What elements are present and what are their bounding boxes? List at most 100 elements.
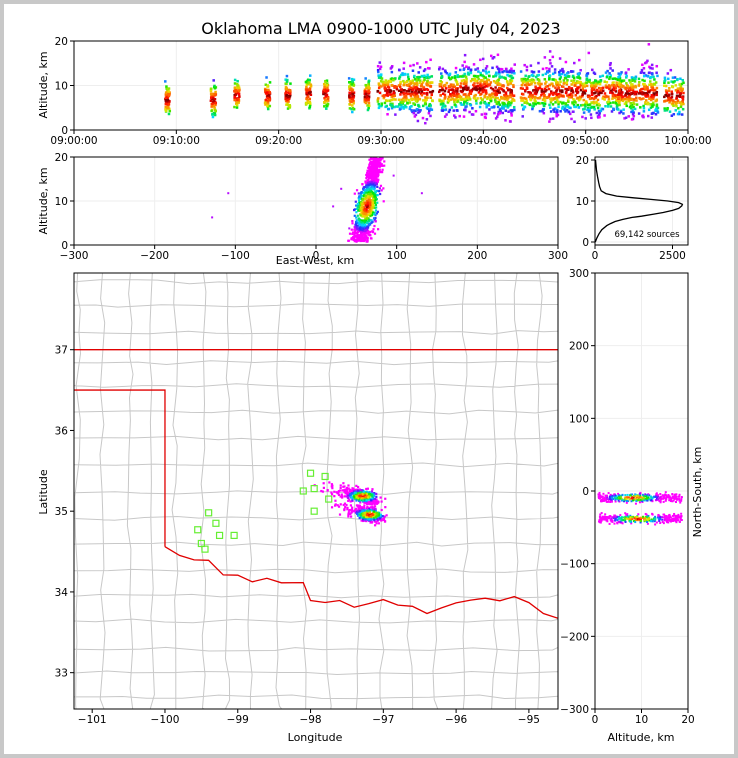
ew-source xyxy=(366,202,369,206)
plan-view-source xyxy=(373,518,376,522)
time-height-source xyxy=(625,76,628,79)
time-height-source xyxy=(489,54,493,58)
time-height-source xyxy=(402,97,405,100)
time-height-source xyxy=(399,107,402,111)
ew-source xyxy=(372,179,375,183)
ns-source xyxy=(602,492,605,495)
plan-view-source xyxy=(350,489,353,492)
time-height-source xyxy=(377,106,381,110)
ew-source xyxy=(368,194,371,198)
time-height-source xyxy=(642,82,645,86)
ns-source xyxy=(633,494,636,497)
ew-source xyxy=(377,169,380,172)
plan-view-source xyxy=(358,507,361,510)
time-height-source xyxy=(529,98,533,102)
ew-source xyxy=(371,202,374,206)
plan-view-source xyxy=(376,516,380,519)
time-height-source xyxy=(533,97,537,100)
time-height-source xyxy=(548,74,552,77)
map-x-tick-label: −99 xyxy=(227,714,249,726)
plan-view-source xyxy=(374,509,377,512)
time-height-source xyxy=(448,93,452,96)
ns-source xyxy=(610,496,613,499)
time-height-source xyxy=(481,69,485,72)
ew-source xyxy=(352,236,355,239)
time-height-source xyxy=(326,104,329,108)
ns-source xyxy=(600,498,603,501)
ew-source xyxy=(371,168,374,171)
time-height-source xyxy=(576,86,579,90)
time-height-source xyxy=(351,80,354,83)
time-height-source xyxy=(476,75,479,79)
time-height-source xyxy=(376,64,380,68)
ns-source xyxy=(668,496,671,499)
time-height-source xyxy=(456,73,459,77)
time-height-source xyxy=(630,98,633,102)
time-height-source xyxy=(590,97,594,100)
time-height-source xyxy=(521,87,524,90)
time-height-source xyxy=(327,99,330,102)
time-height-source xyxy=(430,108,434,111)
plan-view-source xyxy=(364,518,367,521)
ns-source xyxy=(654,494,657,497)
plan-view-source xyxy=(368,494,371,497)
ns-source xyxy=(654,495,657,498)
time-height-source xyxy=(469,71,473,75)
time-height-source xyxy=(445,81,449,85)
time-height-source xyxy=(463,86,466,90)
plan-view-source xyxy=(371,507,374,510)
time-height-source xyxy=(495,65,499,69)
time-height-source xyxy=(651,83,654,86)
lma-station-marker xyxy=(325,495,333,503)
ew-source xyxy=(372,194,375,197)
time-height-source xyxy=(265,98,268,102)
ns-source xyxy=(615,495,618,498)
time-height-source xyxy=(376,90,379,93)
time-height-source xyxy=(410,90,414,93)
time-height-source xyxy=(642,71,646,75)
time-height-source xyxy=(549,106,552,109)
time-height-source xyxy=(167,103,171,106)
time-height-source xyxy=(676,87,680,90)
time-height-source xyxy=(622,112,625,115)
ew-source xyxy=(374,214,377,217)
time-height-source xyxy=(266,104,269,107)
time-height-source xyxy=(164,102,168,106)
time-height-ticks: 09:00:00 09:10:00 09:20:00 09:30:00 09:40:00… xyxy=(50,36,711,147)
time-height-source xyxy=(350,92,354,95)
time-height-source xyxy=(407,88,411,91)
time-height-source xyxy=(235,101,239,104)
ns-source xyxy=(673,512,676,515)
ns-source xyxy=(626,513,629,516)
time-height-source xyxy=(441,67,445,71)
time-height-source xyxy=(620,71,623,74)
ew-source xyxy=(371,220,374,223)
plan-view-source xyxy=(361,497,364,500)
ew-source xyxy=(353,214,356,217)
ns-source xyxy=(645,499,648,502)
ew-source xyxy=(357,224,360,227)
time-height-source xyxy=(452,109,456,112)
ew-source xyxy=(374,176,377,179)
time-height-source xyxy=(678,101,682,104)
map-y-tick-label: 35 xyxy=(55,506,68,518)
ew-source xyxy=(366,183,369,187)
ew-source xyxy=(377,178,380,181)
ns-source xyxy=(660,516,663,519)
time-height-source xyxy=(403,89,406,92)
time-height-source xyxy=(417,111,420,114)
time-height-source xyxy=(553,97,556,100)
ns-source xyxy=(629,514,632,517)
time-height-source xyxy=(655,104,659,108)
ew-source xyxy=(354,228,357,231)
plan-view-source xyxy=(363,504,366,507)
time-height-source xyxy=(365,87,369,90)
lma-station-marker xyxy=(212,519,220,527)
time-height-source xyxy=(164,91,168,94)
time-height-source xyxy=(458,68,462,72)
plan-view-source xyxy=(384,506,387,509)
time-height-source xyxy=(592,81,595,84)
map-x-tick-label: −97 xyxy=(372,714,394,726)
plan-view-source xyxy=(364,515,368,518)
ns-source xyxy=(604,513,607,516)
